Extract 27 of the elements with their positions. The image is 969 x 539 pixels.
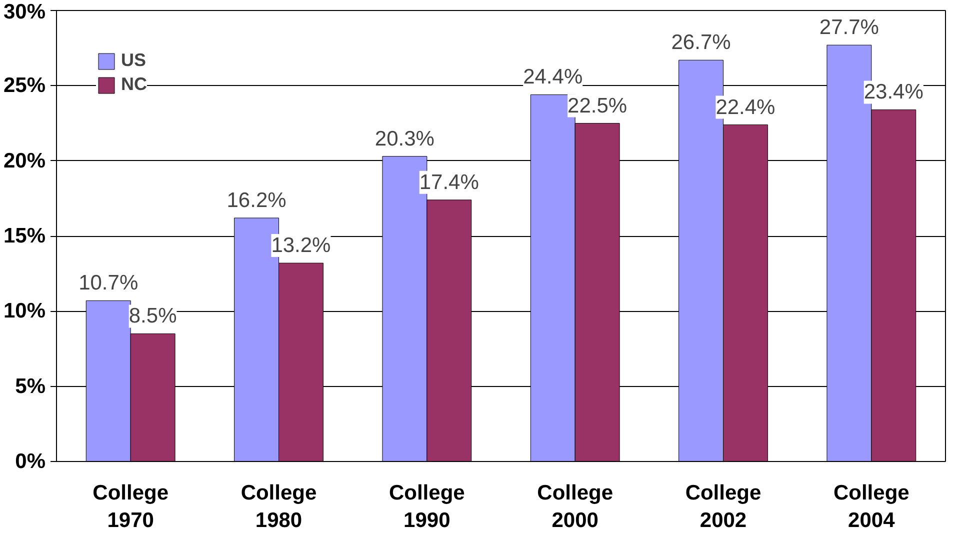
data-label: 22.4% bbox=[716, 96, 776, 119]
x-tick-label: College 1990 bbox=[388, 482, 465, 532]
data-label: 23.4% bbox=[864, 80, 924, 104]
x-tick-label: College 1970 bbox=[92, 482, 169, 532]
data-label: 16.2% bbox=[226, 188, 286, 212]
data-label: 24.4% bbox=[523, 66, 583, 89]
legend-label: NC bbox=[121, 74, 147, 95]
y-tick-label: 0% bbox=[15, 450, 46, 473]
data-label: 8.5% bbox=[128, 304, 177, 328]
y-tick-label: 30% bbox=[3, 0, 46, 24]
data-label: 22.5% bbox=[568, 94, 628, 118]
x-tick-label: College 2000 bbox=[537, 482, 614, 532]
x-tick-label: College 2002 bbox=[685, 482, 762, 532]
data-label: 17.4% bbox=[419, 170, 479, 194]
y-tick-label: 20% bbox=[3, 149, 46, 172]
x-tick-label: College 1980 bbox=[240, 482, 317, 532]
legend-label: US bbox=[121, 50, 146, 71]
data-label: 26.7% bbox=[671, 31, 731, 54]
y-tick-label: 15% bbox=[3, 224, 46, 248]
data-label: 20.3% bbox=[374, 127, 434, 150]
data-label: 13.2% bbox=[271, 234, 331, 258]
y-tick-label: 5% bbox=[15, 374, 46, 398]
data-label: 27.7% bbox=[819, 16, 879, 40]
y-tick-label: 25% bbox=[3, 74, 46, 98]
x-tick-label: College 2004 bbox=[833, 482, 910, 532]
y-tick-label: 10% bbox=[3, 300, 46, 323]
data-label: 10.7% bbox=[78, 272, 138, 295]
